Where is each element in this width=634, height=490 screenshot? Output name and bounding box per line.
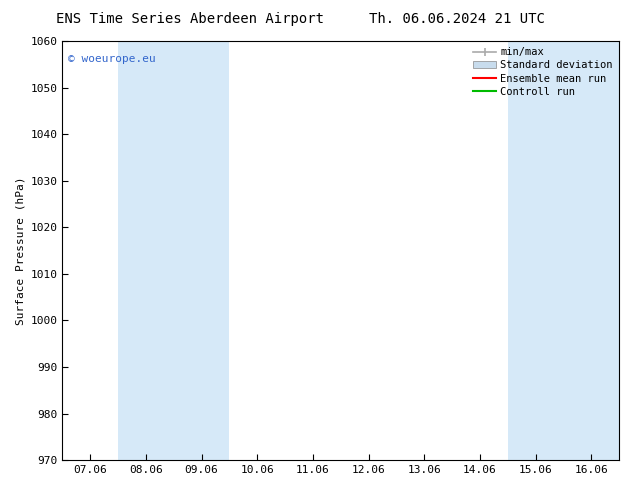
Y-axis label: Surface Pressure (hPa): Surface Pressure (hPa)	[15, 176, 25, 325]
Legend: min/max, Standard deviation, Ensemble mean run, Controll run: min/max, Standard deviation, Ensemble me…	[469, 43, 617, 101]
Text: ENS Time Series Aberdeen Airport: ENS Time Series Aberdeen Airport	[56, 12, 324, 26]
Text: Th. 06.06.2024 21 UTC: Th. 06.06.2024 21 UTC	[368, 12, 545, 26]
Bar	[118, 41, 230, 460]
Bar	[508, 41, 619, 460]
Text: © woeurope.eu: © woeurope.eu	[68, 53, 156, 64]
